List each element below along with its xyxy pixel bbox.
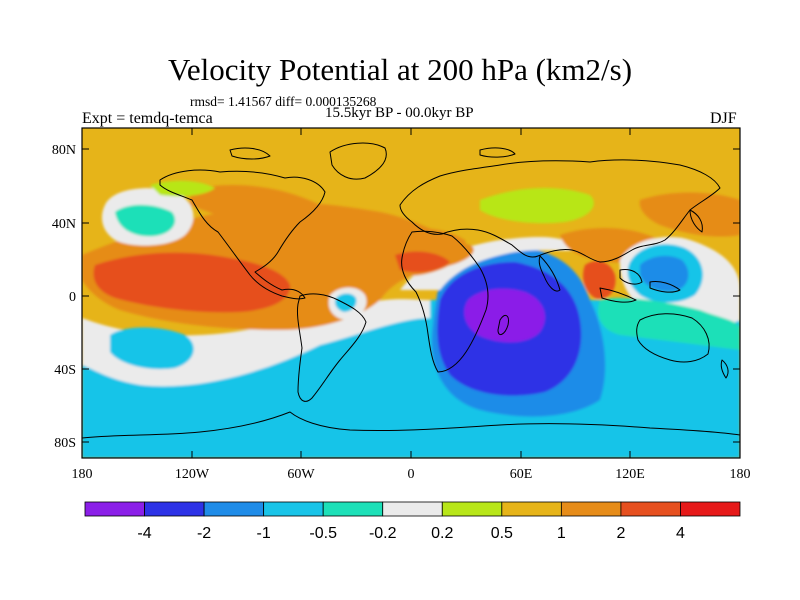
colorbar-swatch (263, 501, 324, 517)
central-asia-green (480, 188, 594, 224)
west-pacific-blue (640, 255, 689, 292)
colorbar-swatch (441, 501, 503, 517)
alaska-green (150, 180, 215, 197)
x-tick-marks (81, 128, 741, 458)
x-tick-label: 180 (72, 467, 93, 482)
tropical-red-pacific (93, 252, 291, 313)
white-band-africa (400, 237, 575, 290)
x-tick-label: 180 (730, 467, 751, 482)
colorbar: -4 -2 -1 -0.5 -0.2 0.2 0.5 1 2 4 (84, 501, 741, 542)
colorbar-label: -0.5 (309, 525, 337, 542)
y-tick-label: 40S (54, 363, 76, 378)
x-tick-label: 60E (510, 467, 533, 482)
colorbar-label: -1 (257, 525, 271, 542)
period-label: 15.5kyr BP - 00.0kyr BP (325, 105, 474, 121)
y-tick-label: 80N (52, 143, 76, 158)
australia-coast (636, 313, 710, 363)
colorbar-label: -2 (197, 525, 211, 542)
y-tick-label: 80S (54, 436, 76, 451)
north-america-coast (159, 169, 326, 300)
colorbar-swatch (322, 501, 384, 517)
south-america-coast (297, 293, 367, 402)
japan-coast (689, 209, 703, 233)
y-tick-label: 40N (52, 217, 76, 232)
y-tick-label: 0 (69, 290, 76, 305)
colorbar-label: 2 (616, 525, 625, 542)
greenland-coast (329, 142, 387, 180)
colorbar-swatch (501, 501, 562, 517)
svalbard-coast (479, 147, 516, 158)
colorbar-label: -0.2 (369, 525, 397, 542)
colorbar-swatch (560, 501, 622, 517)
x-tick-label: 0 (408, 467, 415, 482)
season-label: DJF (710, 110, 737, 127)
new-zealand-coast (720, 359, 729, 379)
africa-red (395, 251, 450, 273)
east-asia-orange (639, 192, 740, 237)
map-title: Velocity Potential at 200 hPa (km2/s) (167, 52, 633, 87)
stats-label: rmsd= 1.41567 diff= 0.000135268 (190, 94, 377, 109)
coastlines (82, 142, 740, 439)
colorbar-label: 0.5 (491, 525, 513, 542)
arctic-islands-coast (229, 147, 271, 160)
colorbar-swatch (144, 501, 205, 517)
colorbar-label: -4 (137, 525, 151, 542)
north-pacific-cyan (115, 204, 176, 237)
borneo-coast (619, 269, 643, 285)
x-tick-label: 60W (287, 467, 315, 482)
north-america-orange (190, 185, 380, 243)
south-pacific-cyan (110, 327, 194, 370)
colorbar-label: 4 (676, 525, 685, 542)
colorbar-swatch (680, 501, 741, 517)
colorbar-swatch (620, 501, 681, 517)
y-axis: 80N 40N 0 40S 80S (52, 143, 740, 451)
colorbar-swatch (382, 501, 443, 517)
india-coast (538, 255, 561, 292)
madagascar-coast (497, 314, 509, 336)
antarctica-coast (82, 411, 740, 439)
eurasia-coast (399, 159, 721, 263)
colorbar-label: 0.2 (431, 525, 453, 542)
maritime-cyan (598, 298, 740, 350)
colorbar-label: 1 (557, 525, 566, 542)
x-axis: 180 120W 60W 0 60E 120E 180 (72, 128, 751, 482)
sumatra-coast (599, 287, 637, 303)
colorbar-swatch (203, 501, 265, 517)
y-tick-marks (82, 148, 740, 443)
x-tick-label: 120E (615, 467, 645, 482)
contour-field (82, 128, 740, 458)
africa-coast (401, 230, 489, 373)
new-guinea-coast (649, 281, 681, 293)
experiment-label: Expt = temdq-temca (82, 110, 213, 127)
x-tick-label: 120W (175, 467, 210, 482)
colorbar-swatch (84, 501, 145, 517)
